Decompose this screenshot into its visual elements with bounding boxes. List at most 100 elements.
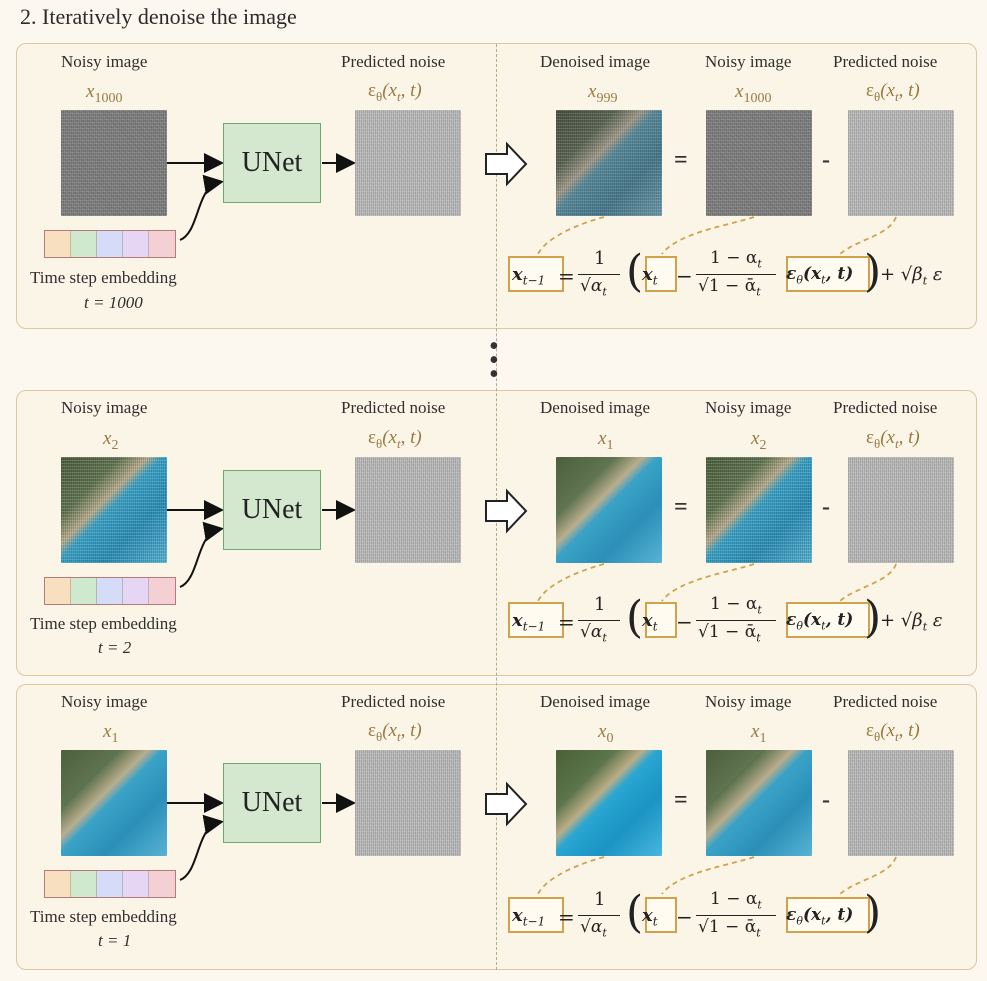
predicted-noise-label: Predicted noise: [341, 52, 446, 71]
embed-cell: [45, 871, 71, 897]
formula-sigma-term: + √βt ε: [880, 610, 943, 634]
unet-block: UNet: [223, 123, 321, 203]
predicted-noise-right-image: [848, 457, 954, 563]
formula-frac2-num: 1 − αt: [710, 248, 762, 271]
noisy-image-right-symbol: x1000: [735, 81, 772, 106]
minus-operator: -: [822, 494, 830, 520]
noisy-image-right-label: Noisy image: [705, 398, 792, 417]
formula-frac1-den: √αt: [580, 622, 607, 645]
formula-minus: −: [676, 264, 693, 288]
formula-sigma-term: + √βt ε: [880, 264, 943, 288]
unet-block: UNet: [223, 470, 321, 550]
formula-open-paren: (: [626, 246, 644, 297]
timestep-value: t = 1000: [84, 293, 143, 312]
noisy-image-symbol: x1000: [86, 81, 123, 106]
noisy-image-symbol: x2: [103, 428, 119, 453]
formula-frac2-den: √1 − ᾱt: [698, 276, 761, 299]
noisy-image-right: [706, 110, 812, 216]
update-formula: xt−1 = 1 √αt ( xt − 1 − αt √1 − ᾱt εθ(xt…: [500, 246, 970, 328]
formula-close-paren: ): [864, 246, 882, 297]
predicted-noise-right-image: [848, 110, 954, 216]
vertical-ellipsis: • • •: [489, 331, 499, 390]
time-step-embedding-vector: [44, 230, 176, 258]
predicted-noise-symbol: εθ(xt, t): [368, 427, 422, 451]
equals-operator: =: [674, 147, 688, 173]
embed-cell: [45, 231, 71, 257]
panel-divider: [496, 44, 497, 970]
embed-cell: [149, 871, 175, 897]
formula-minus: −: [676, 610, 693, 634]
formula-open-paren: (: [626, 887, 644, 938]
predicted-noise-right-label: Predicted noise: [833, 52, 938, 71]
predicted-noise-right-symbol: εθ(xt, t): [866, 80, 920, 104]
predicted-noise-right-label: Predicted noise: [833, 398, 938, 417]
noisy-image-right-symbol: x2: [751, 428, 767, 453]
denoised-image: [556, 457, 662, 563]
denoised-image: [556, 750, 662, 856]
formula-close-paren: ): [864, 592, 882, 643]
formula-lhs: xt−1: [512, 905, 546, 929]
denoised-image-symbol: x0: [598, 721, 614, 746]
formula-eps-term: εθ(xt, t): [786, 905, 854, 928]
update-formula: xt−1 = 1 √αt ( xt − 1 − αt √1 − ᾱt εθ(xt…: [500, 887, 970, 969]
embed-cell: [123, 871, 149, 897]
formula-equals: =: [558, 905, 575, 929]
formula-frac1-bar: [578, 620, 620, 621]
formula-frac1-bar: [578, 274, 620, 275]
embed-cell: [71, 871, 97, 897]
formula-lhs-box: [508, 602, 564, 638]
time-step-embedding-vector: [44, 577, 176, 605]
formula-frac1-num: 1: [594, 889, 606, 910]
noisy-image: [61, 110, 167, 216]
predicted-noise-right-symbol: εθ(xt, t): [866, 427, 920, 451]
noisy-image: [61, 750, 167, 856]
denoised-image-label: Denoised image: [540, 398, 650, 417]
predicted-noise-label: Predicted noise: [341, 398, 446, 417]
embed-cell: [123, 578, 149, 604]
predicted-noise-symbol: εθ(xt, t): [368, 80, 422, 104]
formula-xt: xt: [642, 264, 658, 288]
equals-operator: =: [674, 787, 688, 813]
noisy-image-right: [706, 750, 812, 856]
predicted-noise-right-symbol: εθ(xt, t): [866, 720, 920, 744]
formula-xt-box: [645, 256, 677, 292]
formula-close-paren: ): [864, 887, 882, 938]
noisy-image-right-label: Noisy image: [705, 692, 792, 711]
formula-xt: xt: [642, 905, 658, 929]
formula-open-paren: (: [626, 592, 644, 643]
embed-cell: [97, 578, 123, 604]
formula-lhs: xt−1: [512, 264, 546, 288]
formula-equals: =: [558, 264, 575, 288]
formula-eps-term: εθ(xt, t): [786, 610, 854, 633]
predicted-noise-image: [355, 110, 461, 216]
formula-frac2-num: 1 − αt: [710, 889, 762, 912]
denoised-image-label: Denoised image: [540, 692, 650, 711]
formula-lhs-box: [508, 256, 564, 292]
formula-frac2-den: √1 − ᾱt: [698, 917, 761, 940]
noisy-image-right-symbol: x1: [751, 721, 767, 746]
embed-cell: [71, 231, 97, 257]
formula-xt: xt: [642, 610, 658, 634]
formula-eps-box: [786, 897, 870, 933]
update-formula: xt−1 = 1 √αt ( xt − 1 − αt √1 − ᾱt εθ(xt…: [500, 592, 970, 674]
formula-lhs: xt−1: [512, 610, 546, 634]
formula-eps-box: [786, 256, 870, 292]
predicted-noise-symbol: εθ(xt, t): [368, 720, 422, 744]
timestep-value: t = 1: [98, 931, 132, 950]
denoised-image-symbol: x999: [588, 81, 618, 106]
formula-frac2-bar: [696, 620, 776, 621]
minus-operator: -: [822, 787, 830, 813]
noisy-image-label: Noisy image: [61, 398, 148, 417]
denoised-image: [556, 110, 662, 216]
formula-xt-box: [645, 897, 677, 933]
page-title: 2. Iteratively denoise the image: [20, 4, 297, 29]
noisy-image-label: Noisy image: [61, 52, 148, 71]
time-step-embedding-label: Time step embedding: [30, 268, 177, 287]
noisy-image-right: [706, 457, 812, 563]
predicted-noise-image: [355, 457, 461, 563]
formula-frac2-den: √1 − ᾱt: [698, 622, 761, 645]
formula-frac2-num: 1 − αt: [710, 594, 762, 617]
noisy-image-symbol: x1: [103, 721, 119, 746]
time-step-embedding-label: Time step embedding: [30, 614, 177, 633]
embed-cell: [123, 231, 149, 257]
